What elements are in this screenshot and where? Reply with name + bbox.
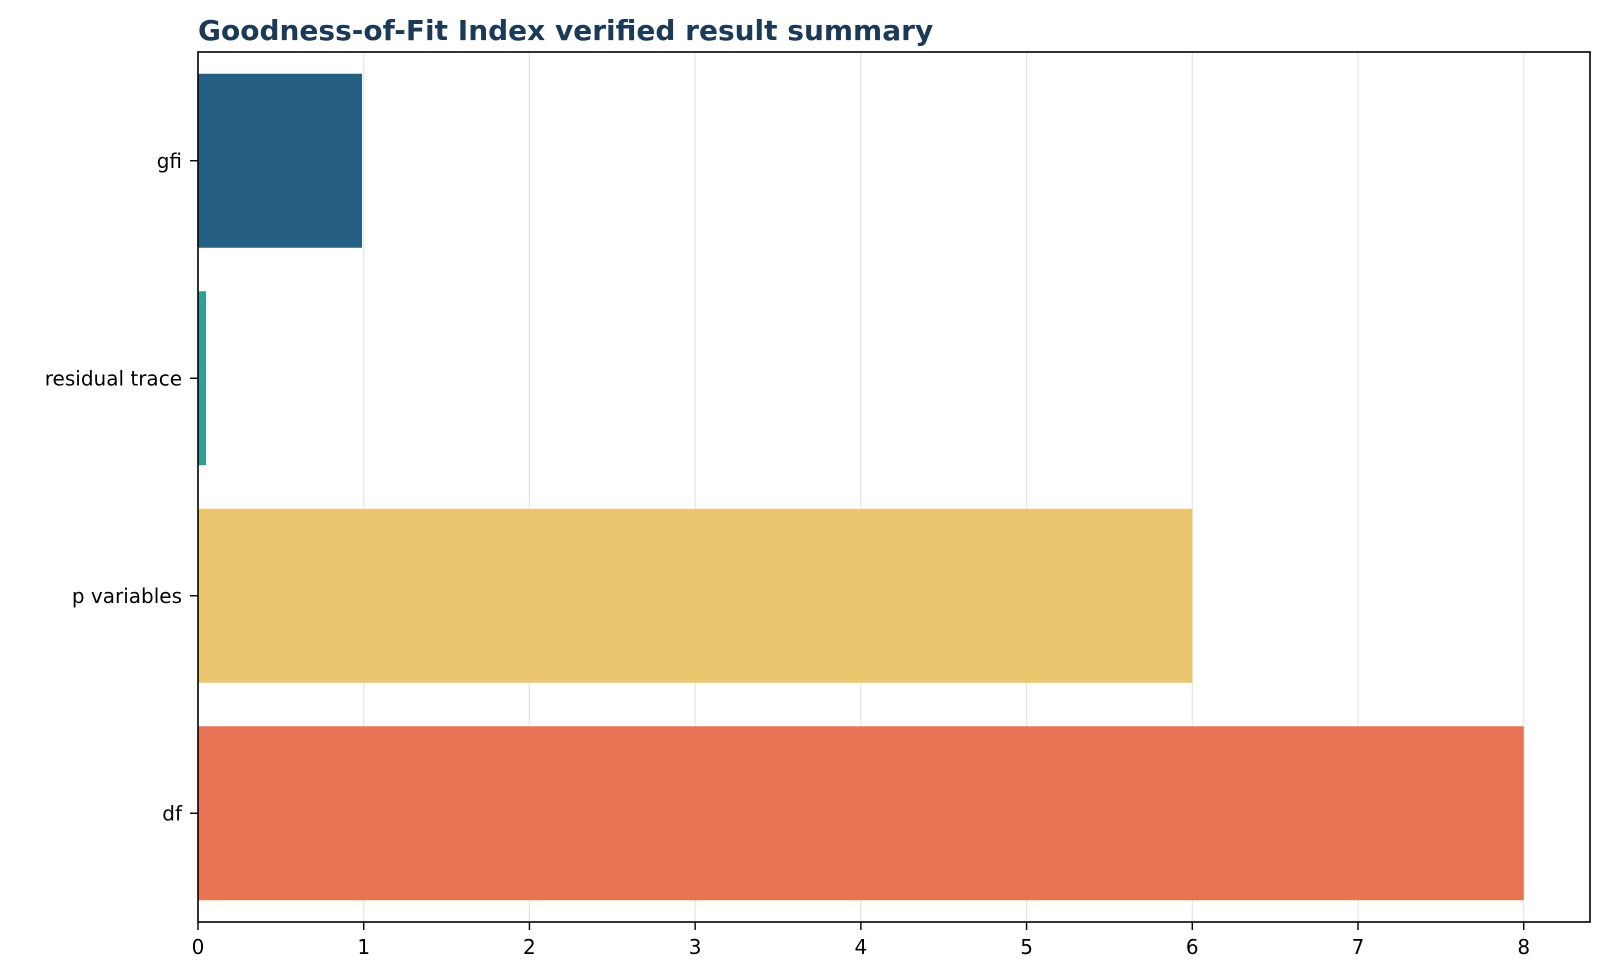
y-tick-label: residual trace: [45, 366, 182, 390]
plot-frame: [197, 51, 1591, 923]
x-tick-label: 4: [854, 935, 867, 959]
bar-residual-trace: [198, 291, 207, 466]
x-tick-label: 0: [192, 935, 205, 959]
bar-gfi: [198, 73, 362, 248]
grid-layer: [197, 52, 1525, 922]
x-tick-label: 5: [1020, 935, 1033, 959]
chart-title: Goodness-of-Fit Index verified result su…: [198, 14, 933, 47]
x-tick-label: 1: [357, 935, 370, 959]
x-tick-label: 2: [523, 935, 536, 959]
x-tick-label: 6: [1186, 935, 1199, 959]
x-tick-label: 8: [1517, 935, 1530, 959]
bars-layer: [198, 73, 1524, 901]
x-tick-label: 7: [1352, 935, 1365, 959]
bar-df: [198, 726, 1524, 901]
axis-layer: 0 1 2 3 4 5 6 7 8 gfi residual trace p variables df: [45, 149, 1530, 959]
y-tick-label: df: [162, 801, 183, 825]
y-tick-label: p variables: [72, 584, 182, 608]
y-tick-label: gfi: [157, 149, 182, 173]
bar-p-variables: [198, 508, 1193, 683]
x-tick-label: 3: [689, 935, 702, 959]
